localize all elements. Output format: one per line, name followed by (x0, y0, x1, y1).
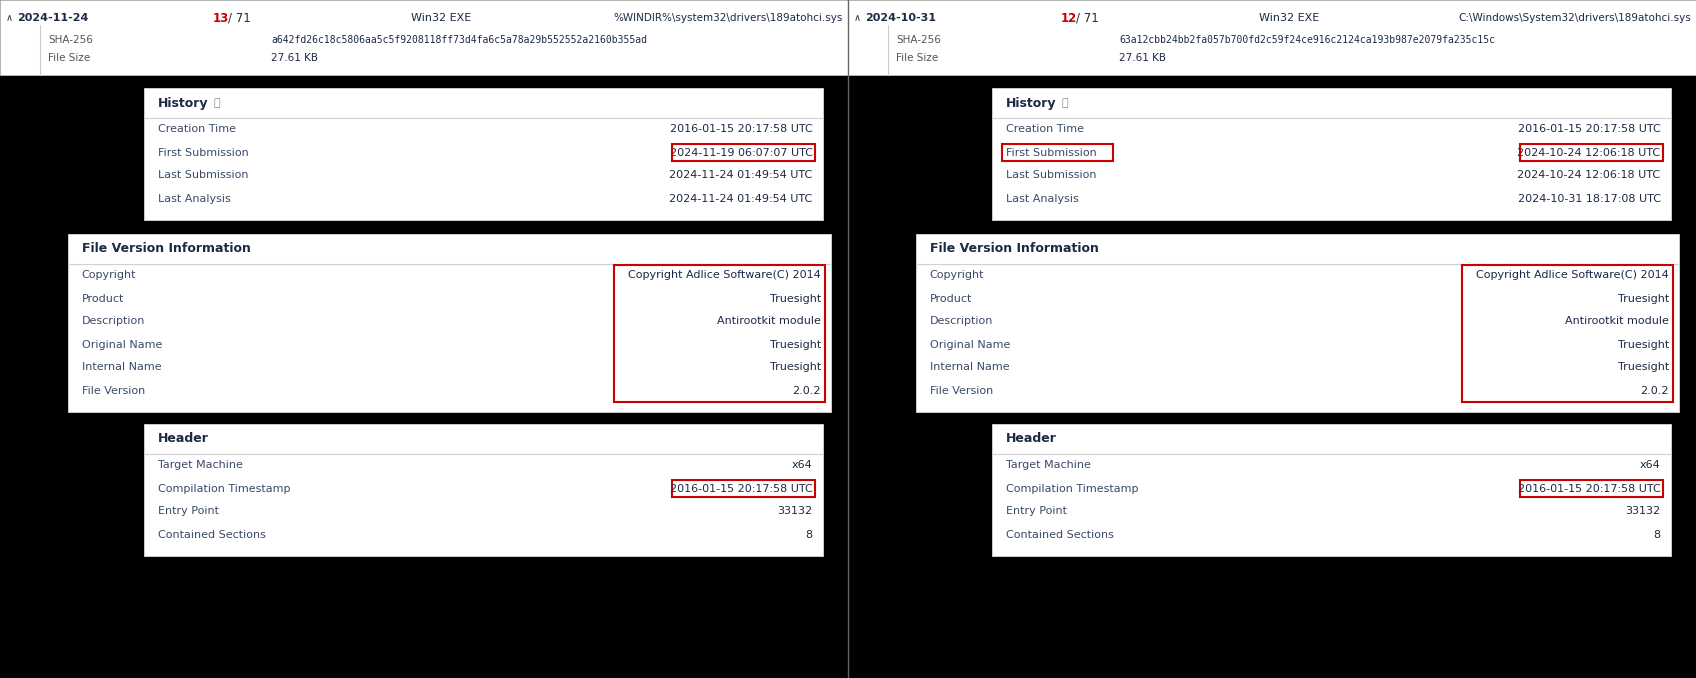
Bar (1520, 480, 1662, 497)
Text: Entry Point: Entry Point (158, 506, 219, 517)
Text: Original Name: Original Name (81, 340, 163, 349)
Text: a642fd26c18c5806aa5c5f9208118ff73d4fa6c5a78a29b552552a2160b355ad: a642fd26c18c5806aa5c5f9208118ff73d4fa6c5… (271, 35, 648, 45)
Bar (1462, 264, 1672, 401)
Text: %WINDIR%\system32\drivers\189atohci.sys: %WINDIR%\system32\drivers\189atohci.sys (614, 13, 843, 23)
Text: 33132: 33132 (1625, 506, 1660, 517)
Text: History: History (1006, 96, 1057, 110)
Text: 27.61 KB: 27.61 KB (1119, 53, 1167, 63)
Text: File Version Information: File Version Information (81, 243, 251, 256)
Text: File Version Information: File Version Information (929, 243, 1099, 256)
Text: 2.0.2: 2.0.2 (792, 386, 821, 395)
Bar (992, 88, 1671, 220)
Text: x64: x64 (792, 460, 812, 471)
Text: 2.0.2: 2.0.2 (1640, 386, 1669, 395)
Text: Truesight: Truesight (770, 294, 821, 304)
Text: 63a12cbb24bb2fa057b700fd2c59f24ce916c2124ca193b987e2079fa235c15c: 63a12cbb24bb2fa057b700fd2c59f24ce916c212… (1119, 35, 1496, 45)
Text: Antirootkit module: Antirootkit module (1565, 317, 1669, 327)
Text: Internal Name: Internal Name (81, 363, 161, 372)
Text: Truesight: Truesight (1618, 340, 1669, 349)
Bar (672, 144, 814, 161)
Text: ∧: ∧ (7, 13, 14, 23)
Text: Description: Description (81, 317, 146, 327)
Text: 8: 8 (806, 530, 812, 540)
Text: First Submission: First Submission (158, 148, 249, 157)
Text: Contained Sections: Contained Sections (1006, 530, 1114, 540)
Text: Compilation Timestamp: Compilation Timestamp (158, 483, 290, 494)
Text: Antirootkit module: Antirootkit module (717, 317, 821, 327)
Text: Creation Time: Creation Time (1006, 125, 1084, 134)
Text: SHA-256: SHA-256 (47, 35, 93, 45)
Text: 2016-01-15 20:17:58 UTC: 2016-01-15 20:17:58 UTC (1518, 483, 1660, 494)
Bar (144, 88, 823, 220)
Bar (1002, 144, 1113, 161)
Text: ∧: ∧ (855, 13, 862, 23)
Text: File Version: File Version (929, 386, 994, 395)
Text: ⓘ: ⓘ (1062, 98, 1068, 108)
Bar (0, 0, 848, 75)
Text: x64: x64 (1640, 460, 1660, 471)
Text: Internal Name: Internal Name (929, 363, 1009, 372)
Text: Last Analysis: Last Analysis (1006, 193, 1079, 203)
Text: Win32 EXE: Win32 EXE (1258, 13, 1319, 23)
Text: Last Analysis: Last Analysis (158, 193, 231, 203)
Text: Header: Header (1006, 433, 1057, 445)
Text: Win32 EXE: Win32 EXE (410, 13, 471, 23)
Text: Description: Description (929, 317, 994, 327)
Text: First Submission: First Submission (1006, 148, 1097, 157)
Text: Last Submission: Last Submission (158, 170, 249, 180)
Text: 2024-10-31: 2024-10-31 (865, 13, 936, 23)
Text: 33132: 33132 (777, 506, 812, 517)
Text: Contained Sections: Contained Sections (158, 530, 266, 540)
Text: File Size: File Size (47, 53, 90, 63)
Text: / 71: / 71 (1077, 12, 1099, 24)
Text: Header: Header (158, 433, 209, 445)
Text: Copyright Adlice Software(C) 2014: Copyright Adlice Software(C) 2014 (1476, 271, 1669, 281)
Text: 8: 8 (1654, 530, 1660, 540)
Bar (68, 234, 831, 412)
Text: 2024-11-19 06:07:07 UTC: 2024-11-19 06:07:07 UTC (670, 148, 812, 157)
Bar (144, 424, 823, 556)
Text: Truesight: Truesight (1618, 363, 1669, 372)
Text: 2024-11-24 01:49:54 UTC: 2024-11-24 01:49:54 UTC (670, 170, 812, 180)
Text: 2016-01-15 20:17:58 UTC: 2016-01-15 20:17:58 UTC (670, 125, 812, 134)
Text: Creation Time: Creation Time (158, 125, 236, 134)
Text: Target Machine: Target Machine (158, 460, 243, 471)
Text: Copyright: Copyright (929, 271, 984, 281)
Text: C:\Windows\System32\drivers\189atohci.sys: C:\Windows\System32\drivers\189atohci.sy… (1459, 13, 1691, 23)
Text: 27.61 KB: 27.61 KB (271, 53, 319, 63)
Bar (992, 424, 1671, 556)
Text: Compilation Timestamp: Compilation Timestamp (1006, 483, 1138, 494)
Text: Truesight: Truesight (1618, 294, 1669, 304)
Bar (614, 264, 824, 401)
Text: ⓘ: ⓘ (214, 98, 220, 108)
Text: Truesight: Truesight (770, 340, 821, 349)
Text: Copyright: Copyright (81, 271, 136, 281)
Text: 12: 12 (1060, 12, 1077, 24)
Text: File Size: File Size (895, 53, 938, 63)
Text: 2016-01-15 20:17:58 UTC: 2016-01-15 20:17:58 UTC (670, 483, 812, 494)
Bar (672, 480, 814, 497)
Text: 2016-01-15 20:17:58 UTC: 2016-01-15 20:17:58 UTC (1518, 125, 1660, 134)
Text: Original Name: Original Name (929, 340, 1011, 349)
Text: 2024-11-24 01:49:54 UTC: 2024-11-24 01:49:54 UTC (670, 193, 812, 203)
Text: 2024-10-24 12:06:18 UTC: 2024-10-24 12:06:18 UTC (1518, 170, 1660, 180)
Text: Truesight: Truesight (770, 363, 821, 372)
Bar (848, 0, 1696, 75)
Bar (1520, 144, 1662, 161)
Text: Entry Point: Entry Point (1006, 506, 1067, 517)
Text: 2024-10-31 18:17:08 UTC: 2024-10-31 18:17:08 UTC (1518, 193, 1660, 203)
Bar (916, 234, 1679, 412)
Text: SHA-256: SHA-256 (895, 35, 941, 45)
Text: Last Submission: Last Submission (1006, 170, 1097, 180)
Text: Copyright Adlice Software(C) 2014: Copyright Adlice Software(C) 2014 (628, 271, 821, 281)
Text: History: History (158, 96, 209, 110)
Text: / 71: / 71 (229, 12, 251, 24)
Text: Target Machine: Target Machine (1006, 460, 1091, 471)
Text: 2024-11-24: 2024-11-24 (17, 13, 88, 23)
Text: File Version: File Version (81, 386, 146, 395)
Text: Product: Product (929, 294, 972, 304)
Text: 13: 13 (212, 12, 229, 24)
Text: Product: Product (81, 294, 124, 304)
Text: 2024-10-24 12:06:18 UTC: 2024-10-24 12:06:18 UTC (1518, 148, 1660, 157)
